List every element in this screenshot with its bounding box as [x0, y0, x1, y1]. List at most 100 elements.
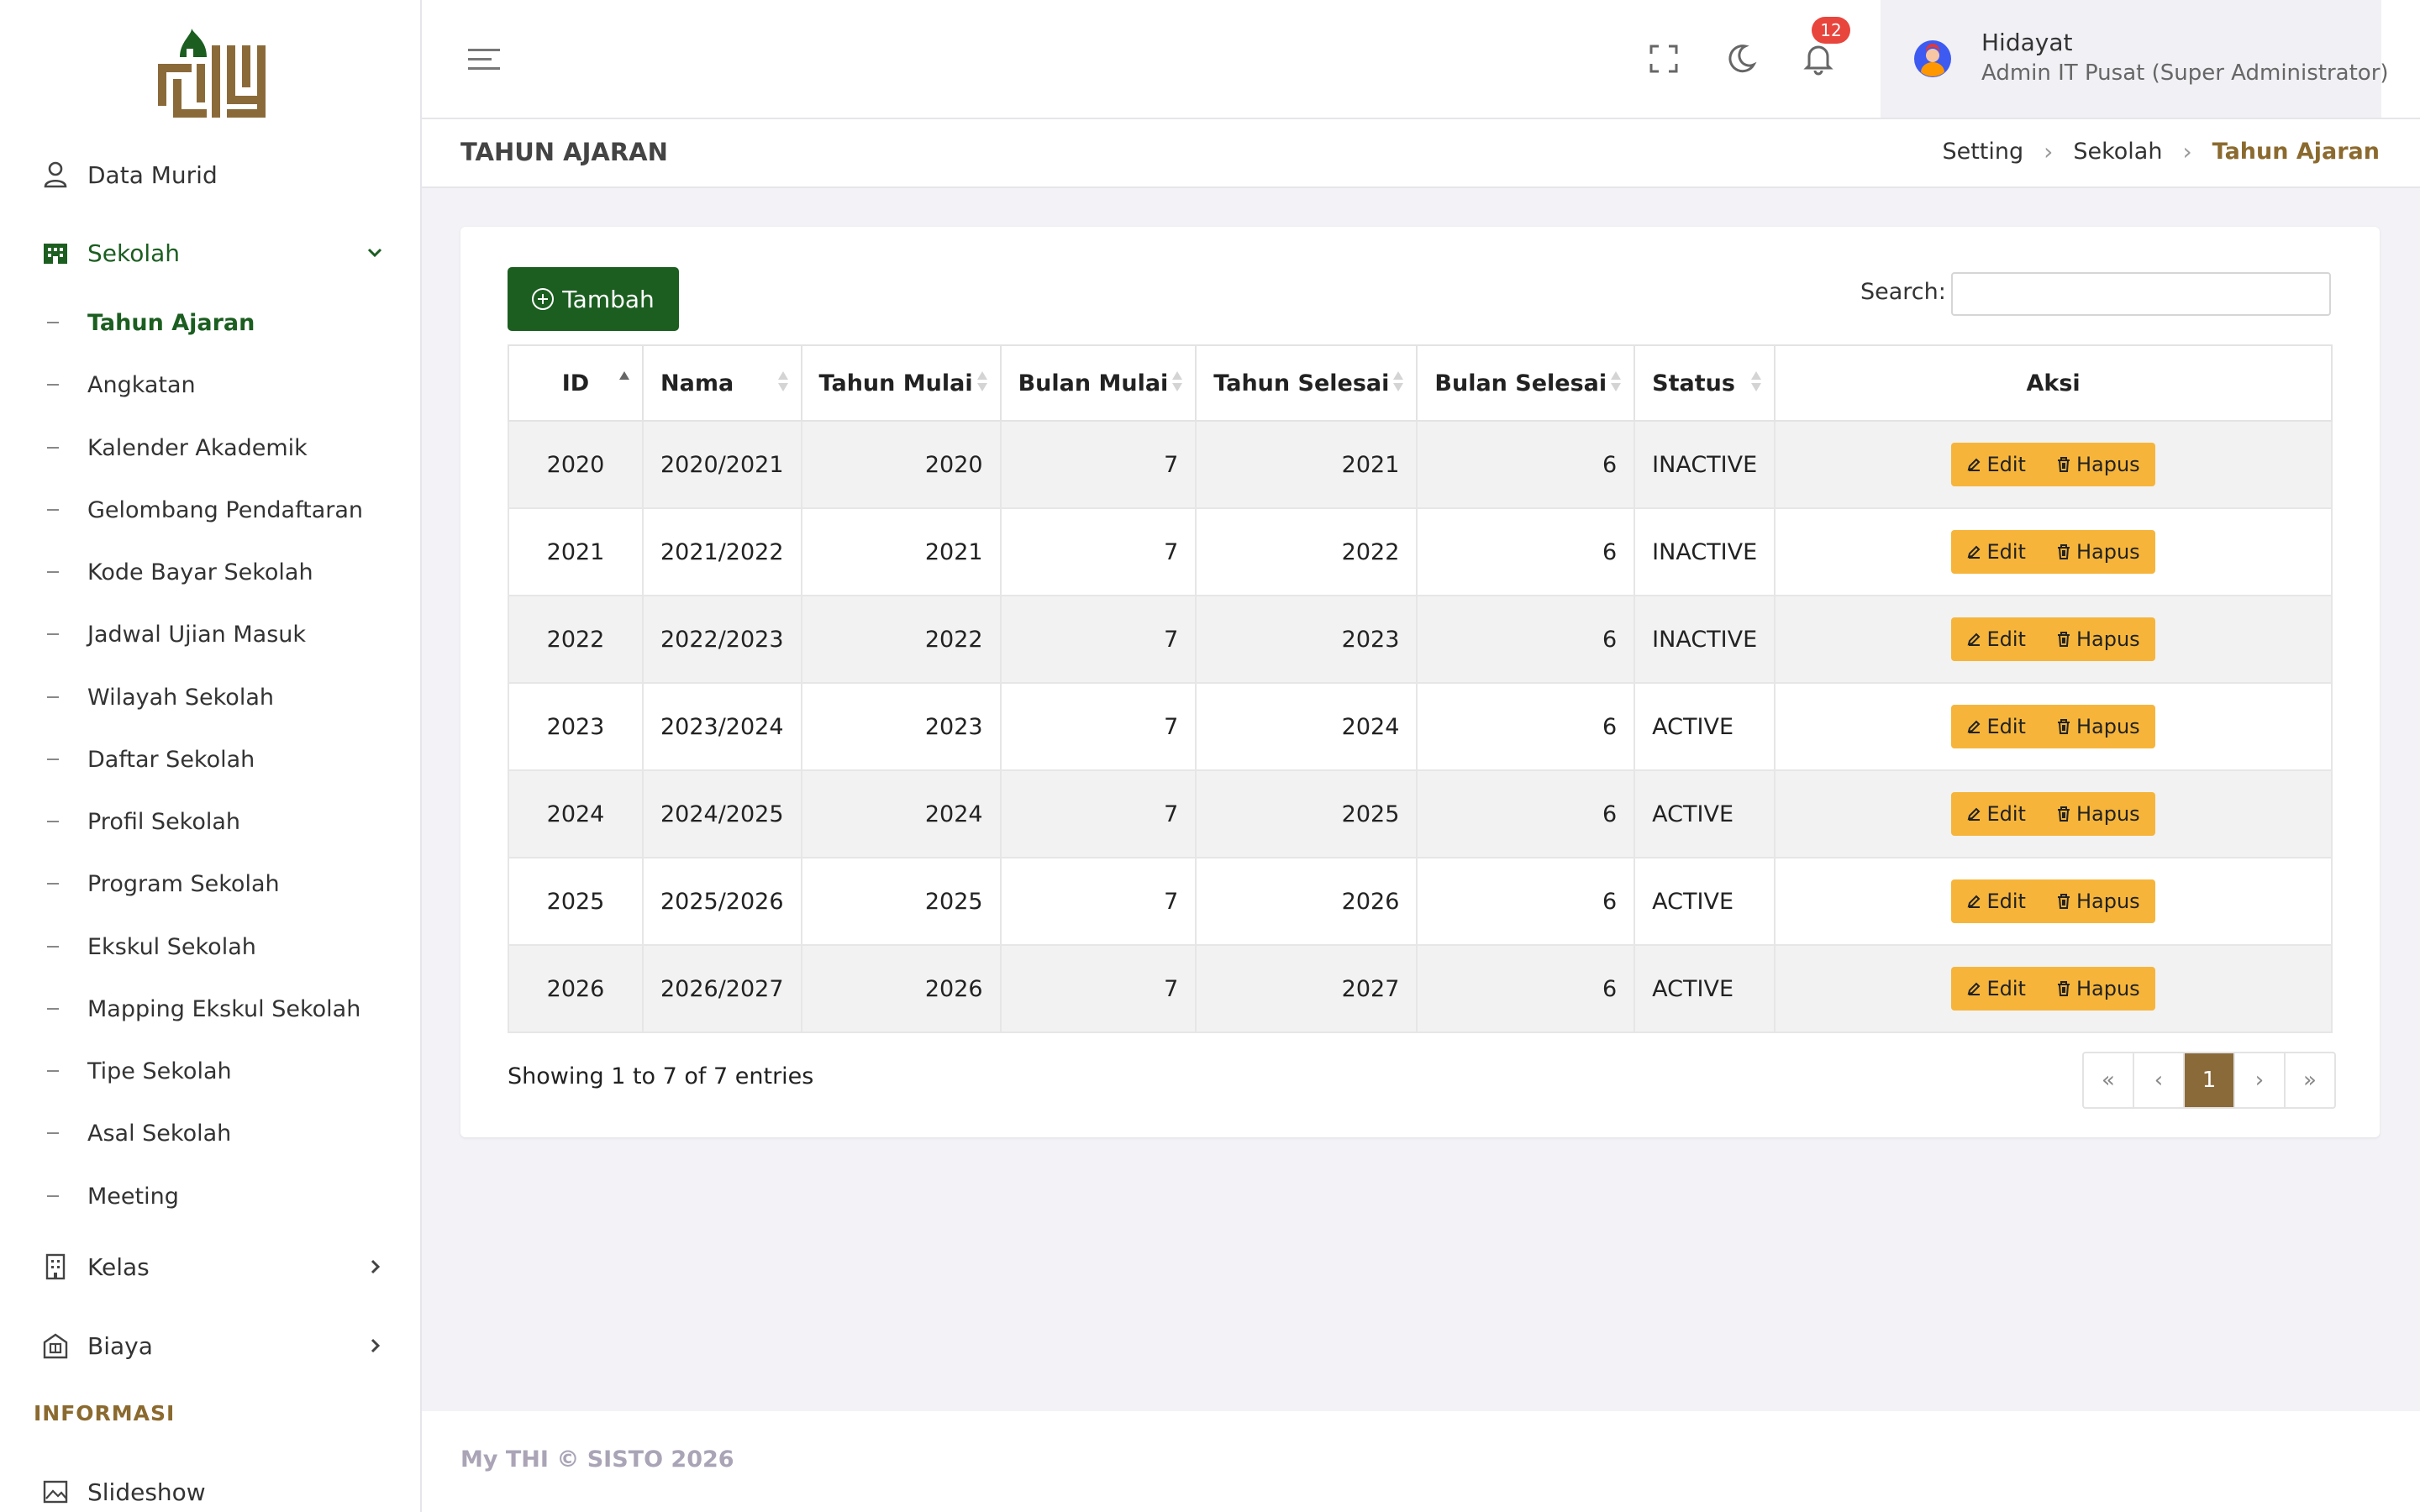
dash-icon [47, 509, 59, 511]
sidebar-subitem-label: Profil Sekolah [87, 808, 241, 835]
sidebar-subitem-tahun-ajaran[interactable]: Tahun Ajaran [47, 301, 400, 344]
sidebar-item-slideshow[interactable]: Slideshow [40, 1467, 385, 1512]
column-header-id[interactable]: ID [508, 344, 644, 422]
sidebar-subitem-profil-sekolah[interactable]: Profil Sekolah [47, 800, 400, 843]
dash-icon [47, 1008, 59, 1010]
edit-button-label: Edit [1986, 627, 2026, 651]
edit-button[interactable]: Edit [1951, 967, 2041, 1011]
column-header-status[interactable]: Status [1634, 344, 1776, 422]
sidebar-subitem-meeting[interactable]: Meeting [47, 1174, 400, 1218]
sort-icon [777, 368, 789, 398]
search-label: Search: [1860, 279, 1946, 305]
notification-bell-icon[interactable] [1798, 39, 1839, 79]
user-role: Admin IT Pusat (Super Administrator) [1981, 60, 2389, 86]
action-cell: Edit Hapus [1774, 507, 2333, 596]
breadcrumb-item-setting[interactable]: Setting [1942, 139, 2024, 165]
sidebar-subitem-wilayah-sekolah[interactable]: Wilayah Sekolah [47, 675, 400, 719]
table-cell: 2020 [508, 420, 644, 509]
delete-button[interactable]: Hapus [2040, 792, 2155, 836]
sidebar-subitem-jadwal-ujian-masuk[interactable]: Jadwal Ujian Masuk [47, 612, 400, 656]
table-row: 2025 2025/2026 2025 7 2026 6 ACTIVE Edit Hapus [508, 857, 2333, 946]
user-menu[interactable]: Hidayat Admin IT Pusat (Super Administra… [1881, 0, 2389, 118]
action-button-group: Edit Hapus [1951, 792, 2155, 836]
pagination-page-1[interactable]: 1 [2185, 1053, 2235, 1107]
sidebar-subitem-daftar-sekolah[interactable]: Daftar Sekolah [47, 738, 400, 781]
pagination-previous-button[interactable]: ‹ [2134, 1053, 2185, 1107]
pagination-next-button[interactable]: › [2235, 1053, 2286, 1107]
table-cell: 6 [1416, 769, 1636, 858]
sidebar-subitem-program-sekolah[interactable]: Program Sekolah [47, 862, 400, 906]
delete-button[interactable]: Hapus [2040, 617, 2155, 661]
delete-button[interactable]: Hapus [2040, 443, 2155, 486]
table-cell: 2022 [800, 595, 1002, 684]
sidebar-subitem-asal-sekolah[interactable]: Asal Sekolah [47, 1111, 400, 1155]
sidebar-item-label: Biaya [87, 1331, 153, 1360]
table-cell: 6 [1416, 857, 1636, 946]
delete-button[interactable]: Hapus [2040, 530, 2155, 574]
edit-button[interactable]: Edit [1951, 617, 2041, 661]
pagination-last-button[interactable]: » [2303, 1068, 2317, 1093]
sidebar-subitem-label: Gelombang Pendaftaran [87, 496, 364, 523]
delete-button-label: Hapus [2075, 890, 2140, 913]
column-header-tahun-mulai[interactable]: Tahun Mulai [800, 344, 1002, 422]
sidebar-item-label: Slideshow [87, 1478, 206, 1506]
column-header-bulan-mulai[interactable]: Bulan Mulai [999, 344, 1197, 422]
table-cell: 7 [999, 420, 1197, 509]
sidebar-subitem-ekskul-sekolah[interactable]: Ekskul Sekolah [47, 925, 400, 969]
trash-icon [2057, 806, 2070, 822]
table-cell: 2023 [800, 682, 1002, 771]
edit-button[interactable]: Edit [1951, 792, 2041, 836]
table-row: 2023 2023/2024 2023 7 2024 6 ACTIVE Edit Hapus [508, 682, 2333, 771]
edit-button[interactable]: Edit [1951, 530, 2041, 574]
table-cell: 7 [999, 507, 1197, 596]
edit-button[interactable]: Edit [1951, 443, 2041, 486]
column-header-nama[interactable]: Nama [642, 344, 802, 422]
trash-icon [2057, 544, 2070, 559]
table-row: 2022 2022/2023 2022 7 2023 6 INACTIVE Edit Hapus [508, 595, 2333, 684]
image-icon [40, 1477, 71, 1507]
sidebar-subitem-angkatan[interactable]: Angkatan [47, 363, 400, 407]
edit-button[interactable]: Edit [1951, 705, 2041, 748]
column-header-bulan-selesai[interactable]: Bulan Selesai [1416, 344, 1636, 422]
pagination-first-button[interactable]: « [2084, 1053, 2134, 1107]
pencil-icon [1968, 720, 1981, 733]
sidebar-subitem-tipe-sekolah[interactable]: Tipe Sekolah [47, 1049, 400, 1093]
building-outline-icon [40, 1252, 71, 1282]
table-body: 2020 2020/2021 2020 7 2021 6 INACTIVE Edit Hapus… [508, 420, 2333, 1033]
table-cell: 2021 [1195, 420, 1418, 509]
sidebar-subitem-kode-bayar-sekolah[interactable]: Kode Bayar Sekolah [47, 550, 400, 594]
delete-button[interactable]: Hapus [2040, 705, 2155, 748]
breadcrumb-item-sekolah[interactable]: Sekolah [2073, 139, 2163, 165]
breadcrumb-item-current: Tahun Ajaran [2212, 139, 2380, 165]
hamburger-menu-icon[interactable] [464, 39, 504, 79]
delete-button[interactable]: Hapus [2040, 879, 2155, 923]
sidebar-subitem-label: Meeting [87, 1183, 179, 1210]
sidebar-item-kelas[interactable]: Kelas [40, 1242, 385, 1292]
table-cell: 2022 [508, 595, 644, 684]
search-input[interactable] [1951, 272, 2331, 316]
sidebar-item-sekolah[interactable]: Sekolah [40, 228, 385, 278]
sidebar-subitem-gelombang-pendaftaran[interactable]: Gelombang Pendaftaran [47, 488, 400, 532]
sidebar-item-data-murid[interactable]: Data Murid [40, 150, 385, 200]
dash-icon [47, 1070, 59, 1072]
table-cell: 2025 [508, 857, 644, 946]
dash-icon [47, 696, 59, 698]
edit-button[interactable]: Edit [1951, 879, 2041, 923]
sort-ascending-icon [618, 368, 630, 398]
chevron-right-icon [365, 1336, 385, 1356]
trash-icon [2057, 719, 2070, 734]
notification-count-badge: 12 [1812, 17, 1850, 44]
sidebar-subitem-mapping-ekskul-sekolah[interactable]: Mapping Ekskul Sekolah [47, 987, 400, 1031]
delete-button[interactable]: Hapus [2040, 967, 2155, 1011]
table-row: 2020 2020/2021 2020 7 2021 6 INACTIVE Edit Hapus [508, 420, 2333, 509]
sidebar-item-biaya[interactable]: Biaya [40, 1320, 385, 1371]
delete-button-label: Hapus [2075, 453, 2140, 476]
column-header-tahun-selesai[interactable]: Tahun Selesai [1195, 344, 1418, 422]
table-cell: 2022/2023 [642, 595, 802, 684]
dash-icon [47, 633, 59, 635]
fullscreen-icon[interactable] [1644, 39, 1684, 79]
sidebar-subitem-kalender-akademik[interactable]: Kalender Akademik [47, 426, 400, 470]
dark-mode-moon-icon[interactable] [1721, 39, 1761, 79]
add-button[interactable]: Tambah [508, 267, 679, 331]
table-cell: 2026 [800, 944, 1002, 1033]
